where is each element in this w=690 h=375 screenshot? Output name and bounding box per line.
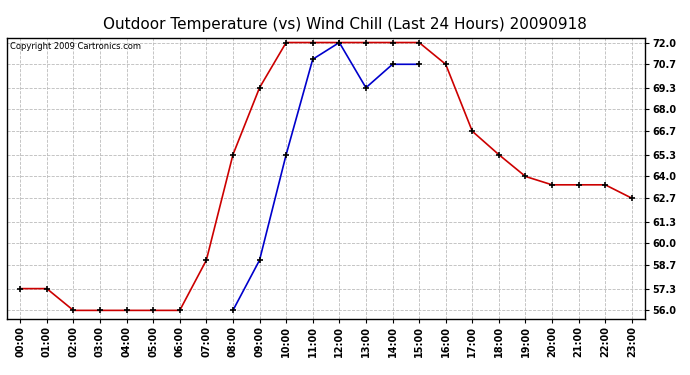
Text: Copyright 2009 Cartronics.com: Copyright 2009 Cartronics.com: [10, 42, 141, 51]
Text: Outdoor Temperature (vs) Wind Chill (Last 24 Hours) 20090918: Outdoor Temperature (vs) Wind Chill (Las…: [103, 17, 587, 32]
